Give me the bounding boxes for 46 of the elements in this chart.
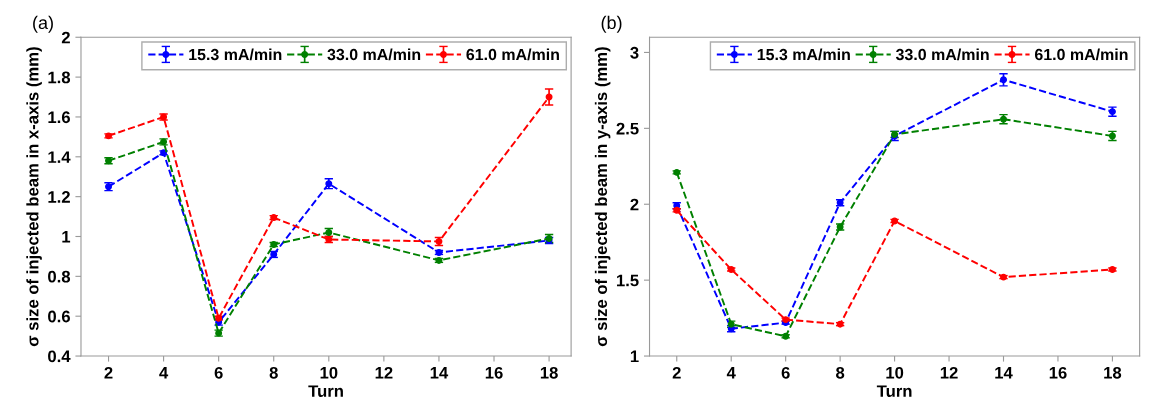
y-tick-label: 1 xyxy=(62,231,71,243)
y-tick-label: 1 xyxy=(630,350,639,363)
x-tick-label: 2 xyxy=(104,366,113,379)
x-tick-label: 4 xyxy=(159,367,169,379)
y-tick-label: 0.6 xyxy=(48,310,70,323)
chart-title: (a) xyxy=(33,15,53,33)
point xyxy=(545,93,553,101)
x-tick-label: 4 xyxy=(726,367,736,379)
legend-label: 15.3 mA/min xyxy=(189,48,282,61)
x-tick-label: 8 xyxy=(836,366,845,379)
y-tick-label: 0.8 xyxy=(48,270,71,283)
y-tick-label: 1.2 xyxy=(48,191,70,203)
x-tick-label: 18 xyxy=(1104,366,1122,379)
x-tick-label: 6 xyxy=(214,366,223,379)
x-tick-label: 12 xyxy=(375,366,393,379)
x-axis-title: Turn xyxy=(308,385,343,398)
point xyxy=(1000,76,1007,84)
legend-label: 33.0 mA/min xyxy=(895,48,989,61)
y-tick-label: 1.8 xyxy=(48,71,71,84)
x-tick-label: 16 xyxy=(1049,366,1067,379)
y-tick-label: 1.6 xyxy=(48,111,70,124)
legend-label: 61.0 mA/min xyxy=(1034,48,1128,61)
y-tick-label: 1.4 xyxy=(48,151,71,163)
x-axis-title: Turn xyxy=(876,385,912,398)
y-tick-label: 2 xyxy=(630,198,639,211)
legend-label: 61.0 mA/min xyxy=(466,48,559,61)
x-tick-label: 10 xyxy=(320,366,338,379)
chart-title: (b) xyxy=(601,15,622,33)
x-tick-label: 12 xyxy=(940,366,958,379)
x-tick-label: 14 xyxy=(995,367,1013,379)
legend-label: 15.3 mA/min xyxy=(757,48,850,61)
x-tick-label: 10 xyxy=(886,366,904,379)
y-tick-label: 0.4 xyxy=(48,350,71,363)
y-tick-label: 3 xyxy=(630,46,639,59)
y-axis-title: σ size of injected beam in x-axis (mm) xyxy=(26,47,42,347)
x-tick-label: 2 xyxy=(672,366,681,379)
y-tick-label: 2.5 xyxy=(616,122,639,135)
y-tick-label: 2 xyxy=(61,31,70,44)
x-tick-label: 14 xyxy=(430,367,449,379)
x-tick-label: 18 xyxy=(540,366,558,379)
x-tick-label: 8 xyxy=(269,366,278,379)
x-tick-label: 16 xyxy=(485,366,503,379)
x-tick-label: 6 xyxy=(781,366,790,379)
y-axis-title: σ size of injected beam in y-axis (mm) xyxy=(594,47,611,347)
y-tick-label: 1.5 xyxy=(616,274,639,287)
legend-label: 33.0 mA/min xyxy=(327,48,421,61)
